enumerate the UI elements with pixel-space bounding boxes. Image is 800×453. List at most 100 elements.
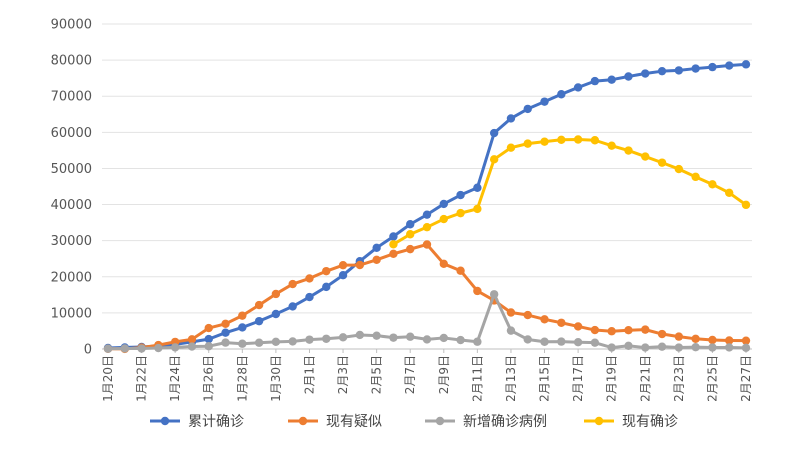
data-point [590,325,600,335]
legend: 累计确诊 现有疑似 新增确诊病例 现有确诊 [150,414,678,430]
data-point [573,135,583,144]
data-point [691,342,700,352]
x-tick-label: 2月25日 [705,355,719,402]
x-tick-label: 2月23日 [672,355,686,402]
legend-marker [160,416,170,426]
data-point [573,322,583,331]
data-point [657,158,667,167]
data-point [473,337,482,346]
data-point [338,260,348,270]
data-point [204,323,213,333]
data-point [305,292,314,302]
data-point [254,316,264,326]
data-point [607,141,616,150]
data-point [238,339,247,348]
data-point [389,232,398,241]
data-point [422,210,432,219]
data-point [590,338,600,347]
data-point [741,60,751,69]
data-point [607,75,616,84]
data-point [322,266,331,276]
data-point [456,208,465,218]
data-point [439,199,448,209]
data-point [473,286,482,296]
y-tick-label: 50000 [51,162,92,177]
data-point [103,344,113,353]
data-point [624,72,633,81]
data-point [204,342,213,351]
legend-marker [594,416,604,426]
data-point [540,315,549,324]
data-point [372,243,381,253]
data-point [170,343,180,352]
data-point [691,334,700,343]
legend-label: 新增确诊病例 [463,414,547,430]
data-point [473,204,482,214]
series-line [106,242,748,351]
legend-item: 累计确诊 [150,414,244,430]
data-point [557,337,566,346]
data-point [590,76,600,86]
data-point [741,343,751,353]
data-point [238,311,247,320]
series-3 [389,135,751,249]
data-point [607,343,616,352]
data-point [708,62,717,72]
data-point [288,279,297,289]
y-tick-label: 30000 [51,234,92,249]
data-point [641,325,650,334]
data-point [254,300,264,310]
data-point [456,266,465,275]
data-point [221,328,230,337]
data-point [708,180,717,189]
x-tick-label: 1月20日 [101,355,115,402]
data-point [389,333,398,342]
data-point [372,255,381,264]
x-axis: 1月20日 1月22日 1月24日 1月26日 1月28日 1月30日 2月1日 2月3日 2月… [101,349,753,402]
legend-marker [435,416,445,426]
y-tick-label: 80000 [51,54,92,69]
x-tick-label: 2月5日 [370,355,384,394]
data-point [624,341,633,350]
data-point [657,342,667,351]
x-tick-label: 1月28日 [235,355,249,402]
data-point [355,260,365,270]
data-point [641,343,650,352]
data-point [624,326,633,335]
x-tick-label: 2月21日 [638,355,652,402]
data-point [674,332,684,341]
data-point [506,143,516,152]
legend-label: 现有疑似 [326,414,382,430]
data-point [557,135,566,144]
data-point [154,343,163,353]
series-line [106,62,748,350]
data-point [288,302,297,311]
data-point [322,282,331,292]
data-point [725,336,734,345]
data-point [691,64,700,73]
data-point [540,97,549,106]
data-point [725,61,734,70]
data-point [254,338,264,347]
x-tick-label: 1月26日 [202,355,216,402]
data-point [406,220,415,229]
data-point [725,343,734,352]
data-point [691,172,700,182]
x-tick-label: 1月22日 [135,355,149,402]
data-point [557,318,566,327]
data-point [506,326,516,335]
y-axis: 0 10000 20000 30000 40000 50000 60000 70000 8000… [51,18,92,358]
data-point [271,309,281,319]
x-tick-label: 1月30日 [269,355,283,402]
legend-label: 累计确诊 [188,414,244,430]
data-point [506,114,516,123]
y-tick-label: 60000 [51,126,92,141]
y-tick-label: 20000 [51,270,92,285]
x-tick-label: 2月1日 [302,355,316,394]
x-tick-label: 2月7日 [403,355,417,394]
x-tick-label: 2月19日 [605,355,619,402]
data-point [439,214,448,224]
x-tick-label: 2月17日 [571,355,585,402]
data-point [389,249,398,259]
data-point [573,337,583,347]
